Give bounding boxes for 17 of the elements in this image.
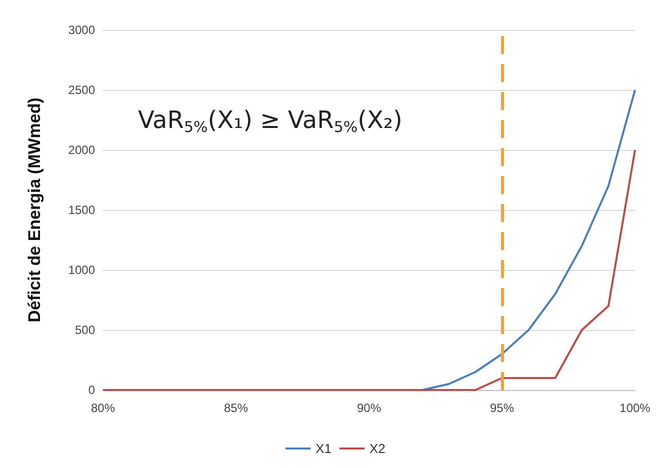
x-tick-label: 85% — [224, 401, 248, 415]
line-series — [102, 149, 636, 391]
y-tick-label: 2000 — [68, 143, 96, 157]
legend-label: X2 — [370, 441, 386, 456]
y-tick-label: 2500 — [68, 83, 96, 97]
legend-label: X1 — [316, 441, 332, 456]
y-tick-label: 1000 — [68, 263, 96, 277]
y-tick-label: 500 — [74, 323, 96, 337]
x-tick-label: 100% — [620, 401, 651, 415]
y-tick-label: 0 — [88, 383, 96, 397]
y-tick-label: 3000 — [68, 23, 96, 37]
y-axis-title: Déficit de Energia (MWmed) — [25, 98, 44, 322]
x-tick-label: 80% — [90, 401, 116, 415]
y-tick-label: 1500 — [68, 203, 96, 217]
line-series — [421, 89, 636, 391]
x-tick-label: 90% — [356, 401, 382, 415]
x-tick-label: 95% — [490, 401, 514, 415]
